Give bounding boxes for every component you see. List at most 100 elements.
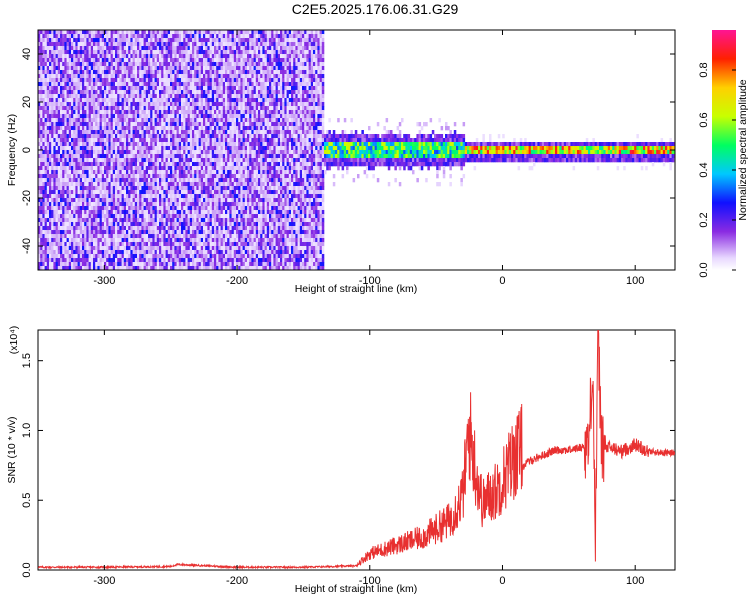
spectrogram-cell bbox=[75, 134, 78, 139]
spectrogram-cell bbox=[205, 190, 208, 195]
spectrogram-cell bbox=[101, 154, 105, 159]
spectrogram-cell bbox=[60, 106, 63, 111]
spectrogram-cell bbox=[110, 266, 114, 270]
spectrogram-cell bbox=[93, 254, 96, 259]
spectrogram-cell bbox=[141, 210, 144, 215]
spectrogram-cell bbox=[185, 94, 188, 99]
spectrogram-cell bbox=[49, 186, 52, 191]
spectrogram-cell bbox=[187, 74, 191, 79]
spectrogram-cell bbox=[161, 234, 164, 239]
spectrogram-cell bbox=[60, 182, 63, 187]
spectrogram-cell bbox=[198, 130, 202, 135]
spectrogram-cell bbox=[106, 74, 109, 79]
spectrogram-cell bbox=[156, 162, 160, 167]
spectrogram-cell bbox=[145, 206, 149, 211]
spectrogram-cell bbox=[53, 206, 56, 211]
spectrogram-cell bbox=[101, 162, 105, 167]
chart-title: C2E5.2025.176.06.31.G29 bbox=[292, 1, 459, 17]
spectrogram-cell bbox=[185, 262, 188, 267]
spectrogram-cell bbox=[64, 34, 67, 39]
spectrogram-cell bbox=[93, 234, 96, 239]
spectrogram-cell bbox=[183, 254, 186, 259]
spectrogram-cell bbox=[154, 246, 158, 251]
spectrogram-cell bbox=[117, 214, 120, 219]
spectrogram-cell bbox=[60, 134, 63, 139]
spectrogram-cell bbox=[198, 94, 202, 99]
spectrogram-cell bbox=[77, 38, 81, 43]
spectrogram-cell bbox=[167, 54, 171, 59]
spectrogram-cell bbox=[93, 126, 96, 131]
spectrogram-cell bbox=[181, 134, 184, 139]
spectrogram-cell bbox=[42, 102, 45, 107]
spectrogram-cell bbox=[150, 190, 153, 195]
spectrogram-cell bbox=[207, 238, 210, 243]
spectrogram-cell bbox=[178, 214, 182, 219]
spectrogram-cell bbox=[99, 186, 103, 191]
spectrogram-cell bbox=[209, 190, 213, 195]
spectrogram-cell bbox=[68, 110, 72, 115]
spectrogram-cell bbox=[220, 62, 224, 67]
spectrogram-cell bbox=[172, 242, 175, 247]
spectrogram-cell bbox=[68, 90, 72, 95]
spectrogram-cell bbox=[44, 82, 48, 87]
spectrogram-cell bbox=[143, 242, 147, 247]
spectrogram-cell bbox=[178, 66, 182, 71]
spectrogram-cell bbox=[187, 226, 191, 231]
spectrogram-cell bbox=[154, 94, 158, 99]
spectrogram-cell bbox=[53, 70, 56, 75]
spectrogram-cell bbox=[51, 70, 54, 75]
spectrogram-cell bbox=[187, 110, 191, 115]
spectrogram-cell bbox=[79, 242, 83, 247]
spectrogram-cell bbox=[110, 222, 114, 227]
spectrogram-cell bbox=[216, 110, 219, 115]
spectrogram-cell bbox=[187, 94, 191, 99]
spectrogram-cell bbox=[209, 58, 213, 63]
spectrogram-cell bbox=[161, 182, 164, 187]
spectrogram-cell bbox=[77, 182, 81, 187]
spectrogram-cell bbox=[194, 70, 197, 75]
spectrogram-cell bbox=[51, 190, 54, 195]
spectrogram-cell bbox=[128, 198, 131, 203]
spectrogram-cell bbox=[106, 138, 109, 143]
spectrogram-cell bbox=[141, 38, 144, 43]
spectrogram-cell bbox=[95, 90, 98, 95]
spectrogram-cell bbox=[178, 34, 182, 39]
spectrogram-cell bbox=[44, 178, 48, 183]
spectrogram-cell bbox=[73, 250, 76, 255]
spectrogram-cell bbox=[73, 54, 76, 59]
spectrogram-cell bbox=[101, 214, 105, 219]
spectrogram-cell bbox=[178, 174, 182, 179]
spectrogram-cell bbox=[110, 126, 114, 131]
spectrogram-cell bbox=[95, 74, 98, 79]
spectrogram-cell bbox=[205, 210, 208, 215]
spectrogram-cell bbox=[86, 158, 89, 163]
spectrogram-cell bbox=[82, 210, 85, 215]
spectrogram-cell bbox=[205, 234, 208, 239]
spectrogram-cell bbox=[145, 54, 149, 59]
spectrogram-cell bbox=[192, 266, 195, 270]
spectrogram-cell bbox=[203, 198, 206, 203]
spectrogram-cell bbox=[40, 162, 43, 167]
spectrogram-cell bbox=[192, 194, 195, 199]
spectrogram-cell bbox=[163, 166, 166, 171]
spectrogram-cell bbox=[172, 230, 175, 235]
spectrogram-cell bbox=[200, 158, 204, 163]
spectrogram-cell bbox=[66, 122, 70, 127]
spectrogram-cell bbox=[150, 86, 153, 91]
spectrogram-cell bbox=[183, 114, 186, 119]
spectrogram-cell bbox=[110, 202, 114, 207]
spectrogram-cell bbox=[128, 142, 131, 147]
spectrogram-cell bbox=[183, 226, 186, 231]
spectrogram-cell bbox=[170, 158, 173, 163]
spectrogram-cell bbox=[216, 154, 219, 159]
spectrogram-cell bbox=[139, 150, 142, 155]
spectrogram-cell bbox=[134, 90, 138, 95]
spectrogram-cell bbox=[42, 98, 45, 103]
spectrogram-cell bbox=[101, 138, 105, 143]
spectrogram-cell bbox=[214, 218, 217, 223]
spectrogram-cell bbox=[97, 118, 100, 123]
spectrogram-cell bbox=[55, 186, 59, 191]
spectrogram-cell bbox=[203, 170, 206, 175]
spectrogram-cell bbox=[38, 50, 41, 55]
spectrogram-cell bbox=[167, 166, 171, 171]
